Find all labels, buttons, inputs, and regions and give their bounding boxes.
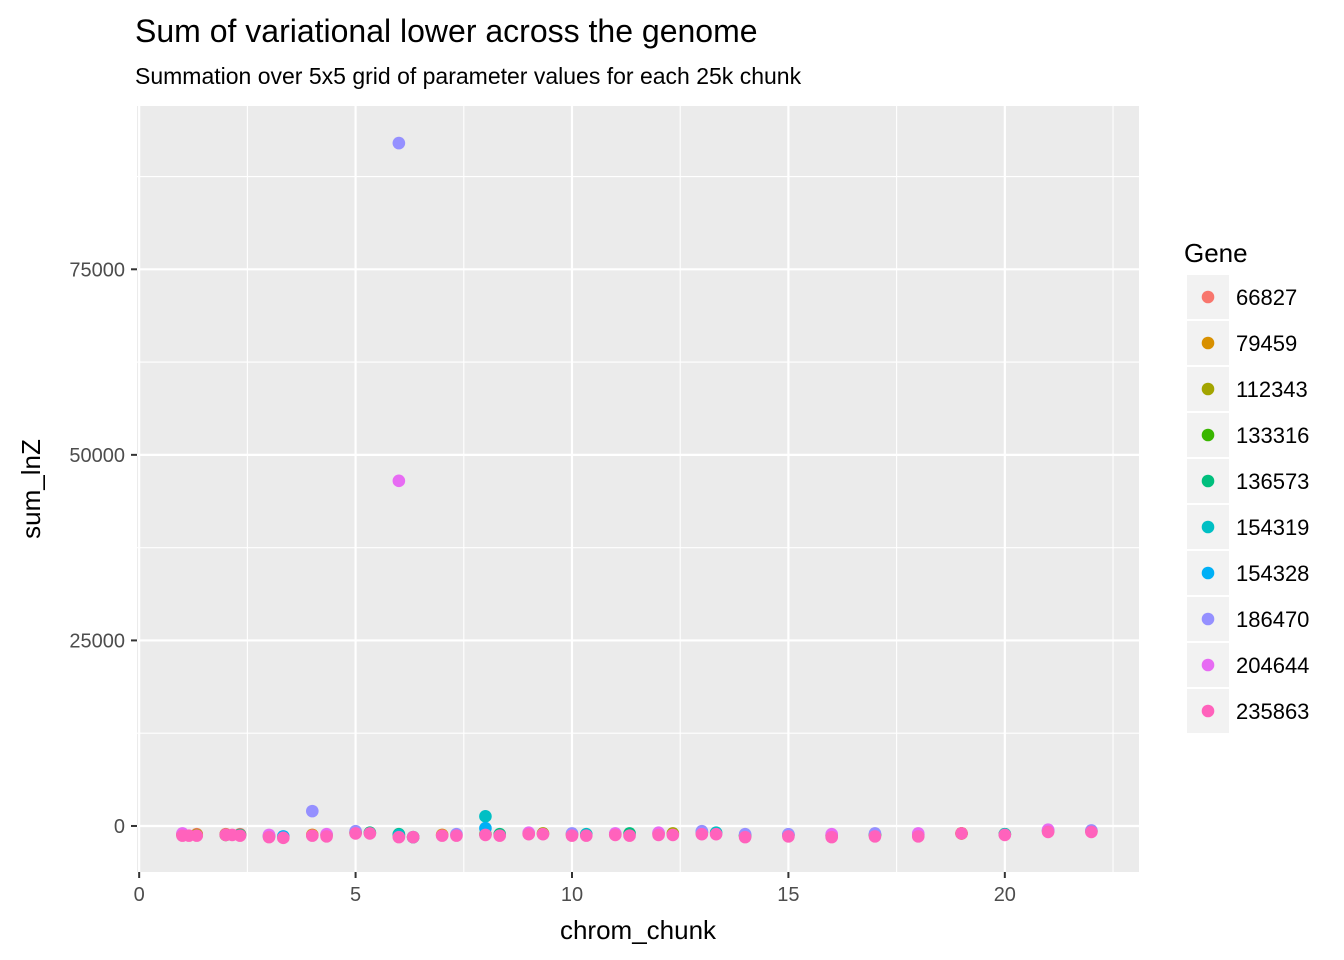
data-point <box>1085 825 1098 839</box>
legend-label: 204644 <box>1236 653 1309 678</box>
data-point <box>738 830 752 844</box>
x-axis-title: chrom_chunk <box>560 915 717 945</box>
data-point <box>479 828 492 842</box>
data-point <box>825 830 838 844</box>
data-point <box>868 830 882 843</box>
data-point <box>666 828 680 842</box>
legend-marker <box>1201 520 1215 534</box>
legend-marker <box>1201 428 1215 442</box>
legend-title: Gene <box>1184 238 1248 268</box>
major-gridlines <box>137 106 1139 872</box>
data-point <box>998 828 1012 842</box>
x-tick-label: 20 <box>994 884 1016 906</box>
data-point <box>276 831 290 845</box>
data-point <box>782 830 795 843</box>
data-point <box>406 830 420 844</box>
legend-marker <box>1201 658 1215 672</box>
chart-title: Sum of variational lower across the geno… <box>135 13 758 49</box>
y-tick-label: 75000 <box>69 259 125 281</box>
data-point <box>709 827 723 841</box>
minor-gridlines <box>137 106 1139 872</box>
data-point <box>190 829 204 842</box>
data-point <box>363 827 377 840</box>
data-point <box>565 829 579 842</box>
data-point <box>392 830 406 844</box>
y-tick-label: 25000 <box>69 630 125 652</box>
legend-label: 154328 <box>1236 561 1309 586</box>
x-tick-label: 15 <box>777 884 799 906</box>
legend-marker <box>1201 704 1215 718</box>
data-point <box>349 827 362 840</box>
data-point <box>608 828 622 842</box>
data-points <box>176 136 1098 845</box>
legend-marker <box>1201 566 1215 580</box>
data-point <box>450 829 463 842</box>
chart-subtitle: Summation over 5x5 grid of parameter val… <box>135 63 802 89</box>
y-tick-label: 50000 <box>69 445 125 467</box>
legend-marker <box>1201 382 1215 396</box>
legend-label: 66827 <box>1236 285 1297 310</box>
data-point <box>262 830 276 844</box>
legend-label: 79459 <box>1236 331 1297 356</box>
legend-label: 235863 <box>1236 699 1309 724</box>
data-point <box>320 830 333 843</box>
data-point <box>695 827 709 841</box>
legend-marker <box>1201 290 1215 304</box>
legend-label: 112343 <box>1236 377 1308 402</box>
legend-marker <box>1201 474 1215 488</box>
legend: Gene 66827 79459 112343 133316 136573 154319 1… <box>1184 238 1309 733</box>
plot-panel <box>137 106 1139 872</box>
legend-label: 136573 <box>1236 469 1309 494</box>
legend-label: 186470 <box>1236 607 1309 632</box>
legend-marker <box>1201 612 1215 626</box>
y-axis: 0 25000 50000 75000 <box>69 259 137 838</box>
legend-label: 133316 <box>1236 423 1309 448</box>
data-point <box>522 827 536 841</box>
x-tick-label: 0 <box>134 884 145 906</box>
data-point <box>392 136 406 150</box>
data-point <box>955 827 968 840</box>
data-point <box>479 810 492 823</box>
data-point <box>493 829 507 842</box>
data-point <box>623 829 636 842</box>
legend-marker <box>1201 336 1215 350</box>
y-axis-title: sum_lnZ <box>16 439 46 539</box>
data-point <box>305 829 319 842</box>
x-tick-label: 5 <box>350 884 361 906</box>
data-point <box>652 828 665 842</box>
data-point <box>435 829 449 842</box>
data-point <box>911 830 925 843</box>
data-point <box>392 474 406 488</box>
x-tick-label: 10 <box>561 884 583 906</box>
legend-label: 154319 <box>1236 515 1309 540</box>
data-point <box>536 827 550 841</box>
data-point <box>579 829 593 842</box>
data-point <box>233 829 247 842</box>
data-point <box>1041 825 1055 839</box>
data-point <box>305 804 319 818</box>
x-axis: 0 5 10 15 20 <box>134 872 1016 906</box>
y-tick-label: 0 <box>114 816 125 838</box>
